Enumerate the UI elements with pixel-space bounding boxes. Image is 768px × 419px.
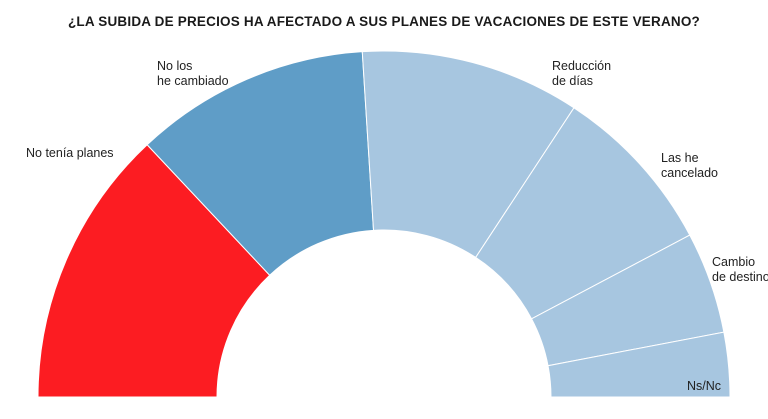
slice-3 [361, 50, 575, 259]
slice-2 [146, 51, 375, 276]
slice-label-2: No los he cambiado [157, 59, 229, 88]
chart-title: ¿LA SUBIDA DE PRECIOS HA AFECTADO A SUS … [67, 14, 700, 29]
labels-group: No tenía planes No los he cambiado Reducció… [26, 59, 768, 393]
slice-label-6: Ns/Nc [687, 379, 721, 393]
slice-label-5: Cambio de destino [712, 255, 768, 284]
slice-label-1: No tenía planes [26, 146, 114, 160]
slices-group [37, 50, 731, 398]
slice-label-4: Las he cancelado [661, 151, 718, 180]
slice-label-3: Reducción de días [552, 59, 611, 88]
slice-1 [37, 144, 271, 398]
slice-6 [547, 331, 731, 398]
